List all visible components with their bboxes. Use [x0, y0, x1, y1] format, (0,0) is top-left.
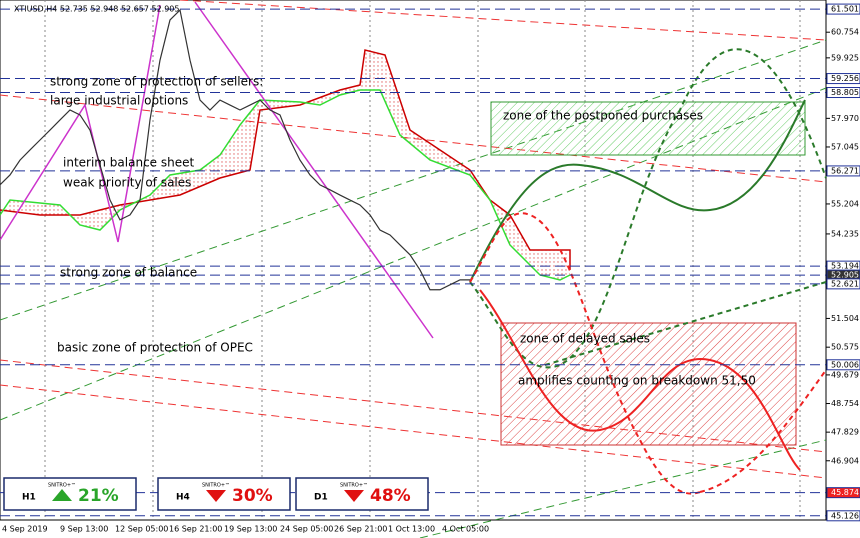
y-tick-label: 50.575: [831, 343, 859, 352]
y-tick-label: 47.829: [831, 428, 859, 437]
indicator-arrow: [344, 490, 364, 502]
chart-title: XTIUSD,H4 52.735 52.948 52.657 52.905: [14, 5, 179, 14]
indicator-arrow: [52, 489, 72, 501]
y-tick-label: 58.805: [831, 88, 859, 97]
y-tick-label: 61.501: [831, 5, 859, 14]
y-tick-label: 59.925: [831, 53, 859, 62]
indicator-arrow: [206, 490, 226, 502]
y-tick-label: 54.235: [831, 229, 859, 238]
x-tick-label: 19 Sep 13:00: [224, 525, 277, 534]
level-box: [826, 278, 860, 290]
indicator-percent: 30%: [232, 486, 273, 506]
y-tick-label: 50.006: [831, 360, 859, 369]
y-tick-label: 49.679: [831, 370, 859, 379]
y-tick-label: 45.126: [831, 511, 859, 520]
buy-zone: [490, 101, 806, 156]
y-tick-label: 51.504: [831, 314, 859, 323]
level-box: [826, 359, 860, 371]
level-box: [826, 165, 860, 177]
cloud-green: [0, 89, 571, 281]
x-tick-label: 9 Sep 13:00: [60, 525, 108, 534]
y-tick-label: 55.204: [831, 199, 859, 208]
x-tick-label: 4 Sep 2019: [2, 525, 48, 534]
zigzag: [0, 4, 161, 243]
y-tick-label: 53.194: [831, 262, 859, 271]
cloud: [0, 50, 570, 280]
annotation: zone of the postponed purchases: [503, 109, 703, 123]
x-tick-label: 16 Sep 21:00: [169, 525, 222, 534]
annotation: large industrial options: [50, 94, 188, 108]
indicator-box: [3, 477, 137, 511]
indicator-timeframe: H4: [176, 493, 190, 503]
level-box: [826, 3, 860, 15]
level-box: [826, 487, 860, 499]
zigzag: [194, 1, 434, 339]
indicator-brand: SNITRO+™: [48, 483, 76, 489]
v-grid: [44, 0, 801, 520]
x-tick-label: 24 Sep 05:00: [280, 525, 333, 534]
y-tick-label: 48.754: [831, 399, 859, 408]
y-tick-label: 59.256: [831, 74, 859, 83]
x-tick-label: 26 Sep 21:00: [334, 525, 387, 534]
annotation: strong zone of balance: [60, 266, 197, 280]
indicator-percent: 21%: [78, 486, 119, 506]
x-tick-label: 12 Sep 05:00: [115, 525, 168, 534]
y-tick-label: 56.271: [831, 166, 859, 175]
indicator-brand: SNITRO+™: [202, 483, 230, 489]
cloud-red: [0, 49, 571, 270]
annotation: amplifies counting on breakdown 51,50: [518, 374, 756, 388]
price-line: [0, 8, 470, 291]
indicator-timeframe: D1: [314, 493, 328, 503]
indicator-percent: 48%: [370, 486, 411, 506]
annotation: interim balance sheet: [63, 156, 194, 170]
indicator-box: [295, 477, 429, 511]
y-tick-label: 52.905: [831, 271, 859, 280]
y-tick-label: 60.754: [831, 28, 859, 37]
indicator-timeframe: H1: [22, 493, 36, 503]
level-box: [826, 510, 860, 522]
y-tick-label: 52.621: [831, 279, 859, 288]
annotation: weak priority of sales: [63, 176, 191, 190]
projections: [469, 48, 827, 495]
x-tick-label: 4 Oct 05:00: [442, 525, 489, 534]
y-tick-label: 46.904: [831, 456, 859, 465]
level-box: [826, 87, 860, 99]
indicator-brand: SNITRO+™: [340, 483, 368, 489]
y-tick-label: 57.970: [831, 114, 859, 123]
annotation: basic zone of protection of OPEC: [57, 341, 253, 355]
annotation: zone of delayed sales: [520, 332, 650, 346]
level-box: [826, 73, 860, 85]
y-tick-label: 57.045: [831, 142, 859, 151]
x-tick-label: 1 Oct 13:00: [388, 525, 435, 534]
y-tick-label: 45.874: [831, 488, 859, 497]
indicator-box: [157, 477, 291, 511]
annotation: strong zone of protection of sellers:: [50, 75, 263, 89]
